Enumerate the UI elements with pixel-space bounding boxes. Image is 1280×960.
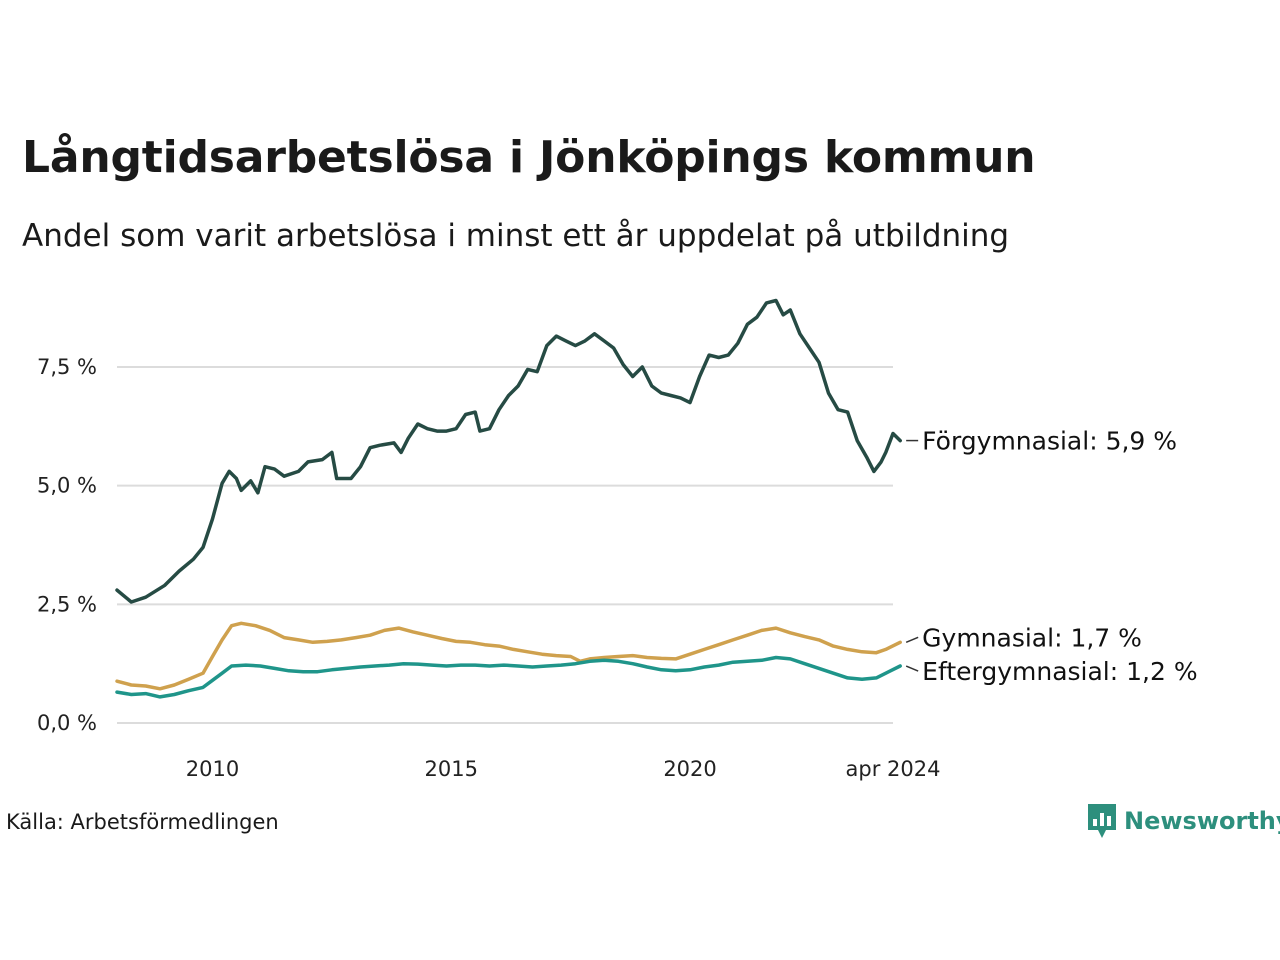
newsworthy-logo-icon — [1088, 804, 1116, 838]
chart-title: Långtidsarbetslösa i Jönköpings kommun — [22, 132, 1036, 183]
series-line-förgymnasial — [115, 298, 902, 604]
series-line-gymnasial — [115, 621, 902, 691]
series-line-eftergymnasial — [115, 655, 902, 699]
y-tick-label: 2,5 % — [37, 592, 97, 616]
series-end-label: Eftergymnasial: 1,2 % — [922, 657, 1197, 686]
x-tick-label: 2020 — [663, 757, 716, 781]
label-connector — [905, 636, 919, 643]
brand-name: Newsworthy — [1124, 807, 1280, 835]
x-tick-label: 2015 — [425, 757, 478, 781]
chart-subtitle: Andel som varit arbetslösa i minst ett å… — [22, 218, 1010, 254]
y-tick-label: 5,0 % — [37, 474, 97, 498]
y-tick-label: 7,5 % — [37, 355, 97, 379]
series-end-label: Förgymnasial: 5,9 % — [922, 427, 1177, 456]
x-tick-label: 2010 — [186, 757, 239, 781]
y-tick-label: 0,0 % — [37, 711, 97, 735]
series-end-label: Gymnasial: 1,7 % — [922, 623, 1142, 652]
brand-logo[interactable]: Newsworthy — [1088, 804, 1280, 838]
x-tick-label: apr 2024 — [846, 757, 941, 781]
label-connector — [905, 665, 919, 672]
source-note: Källa: Arbetsförmedlingen — [6, 810, 279, 834]
